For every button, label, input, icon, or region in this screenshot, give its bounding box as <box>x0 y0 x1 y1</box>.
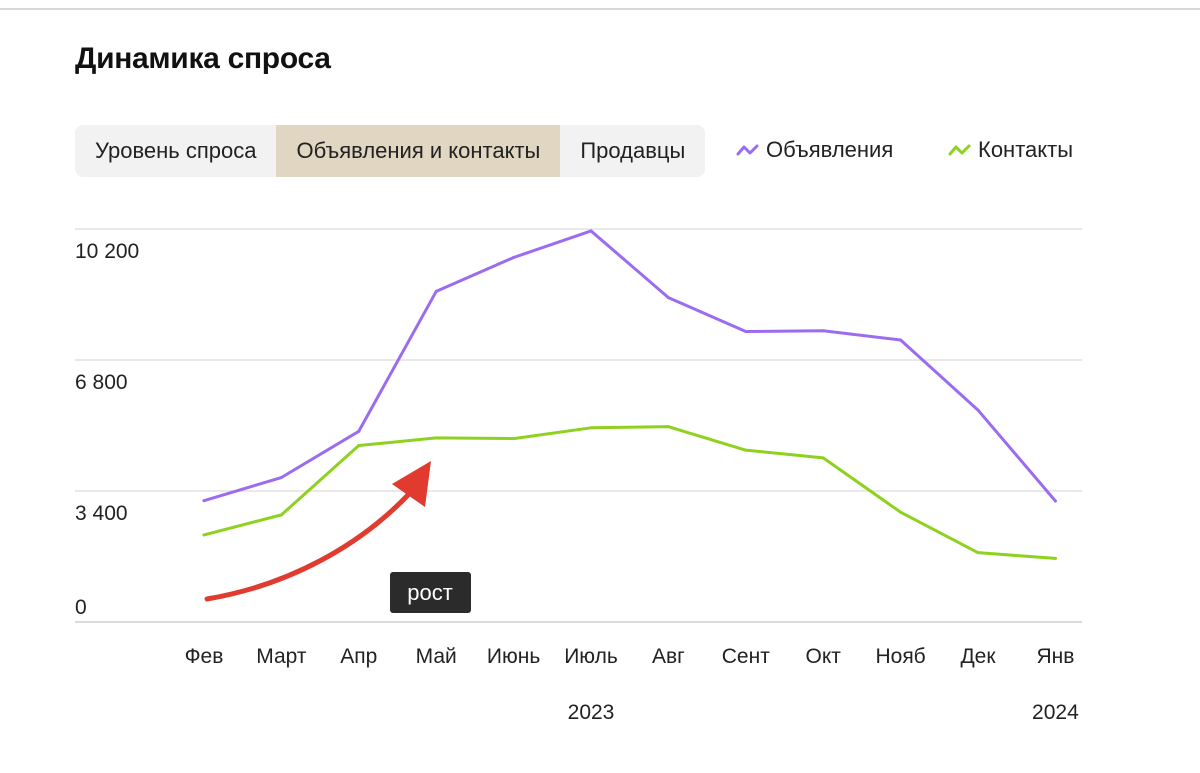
x-tick-label: Фев <box>185 645 224 668</box>
data-point <box>357 429 361 433</box>
x-tick-label: Апр <box>340 645 377 668</box>
data-point <box>589 229 593 233</box>
data-point <box>279 476 283 480</box>
y-axis: 0 3 400 6 800 10 200 <box>75 240 139 619</box>
y-tick-label: 10 200 <box>75 240 139 263</box>
growth-label: рост <box>407 580 453 605</box>
x-tick-label: Нояб <box>875 645 925 668</box>
series-line <box>202 425 1057 560</box>
y-tick-label: 6 800 <box>75 371 128 394</box>
x-tick-label: Авг <box>652 645 685 668</box>
data-point <box>666 296 670 300</box>
x-tick-label: Июль <box>564 645 618 668</box>
y-tick-label: 0 <box>75 596 87 619</box>
data-point <box>899 510 903 514</box>
data-point <box>202 499 206 503</box>
data-point <box>899 338 903 342</box>
x-tick-label: Сент <box>722 645 770 668</box>
data-point <box>202 533 206 537</box>
data-point <box>434 436 438 440</box>
growth-arrow <box>204 492 411 602</box>
x-tick-label: Окт <box>806 645 842 668</box>
data-point <box>357 444 361 448</box>
legend-wave-icon <box>948 144 971 156</box>
data-point <box>512 437 516 441</box>
tab-bar: Уровень спроса Объявления и контакты Про… <box>75 125 706 177</box>
data-point <box>1053 556 1057 560</box>
year-label: 2024 <box>1032 701 1079 724</box>
series <box>202 229 1057 560</box>
data-point <box>666 425 670 429</box>
top-divider <box>0 8 1200 10</box>
data-point <box>434 289 438 293</box>
x-tick-label: Янв <box>1036 645 1074 668</box>
x-tick-label: Июнь <box>487 645 540 668</box>
legend-label: Объявления <box>766 137 894 162</box>
tab-listings-and-contacts[interactable]: Объявления и контакты <box>276 125 561 177</box>
series-line <box>202 229 1057 503</box>
grid <box>75 228 1082 623</box>
legend-item-listings[interactable]: Объявления <box>736 137 893 163</box>
data-point <box>976 408 980 412</box>
data-point <box>512 256 516 260</box>
data-point <box>1053 499 1057 503</box>
growth-label-box <box>390 572 471 613</box>
legend-wave-icon <box>736 144 759 156</box>
data-point <box>976 551 980 555</box>
data-point <box>821 456 825 460</box>
x-axis: Фев Март Апр Май Июнь Июль Авг Сент Окт Нояб Дек Ян… <box>185 645 1079 724</box>
data-point <box>744 329 748 333</box>
x-tick-label: Март <box>256 645 307 668</box>
tab-demand-level[interactable]: Уровень спроса <box>95 138 257 163</box>
legend-label: Контакты <box>978 137 1074 162</box>
y-tick-label: 3 400 <box>75 502 128 525</box>
data-point <box>821 329 825 333</box>
legend-item-contacts[interactable]: Контакты <box>948 137 1073 163</box>
data-point <box>744 448 748 452</box>
x-tick-label: Дек <box>960 645 996 668</box>
tab-sellers[interactable]: Продавцы <box>580 138 686 163</box>
growth-annotation: рост <box>204 461 471 613</box>
growth-arrow-head <box>392 461 431 507</box>
data-point <box>589 426 593 430</box>
year-label: 2023 <box>568 701 615 724</box>
x-tick-label: Май <box>416 645 457 668</box>
page-title: Динамика спроса <box>75 42 331 75</box>
data-point <box>279 513 283 517</box>
